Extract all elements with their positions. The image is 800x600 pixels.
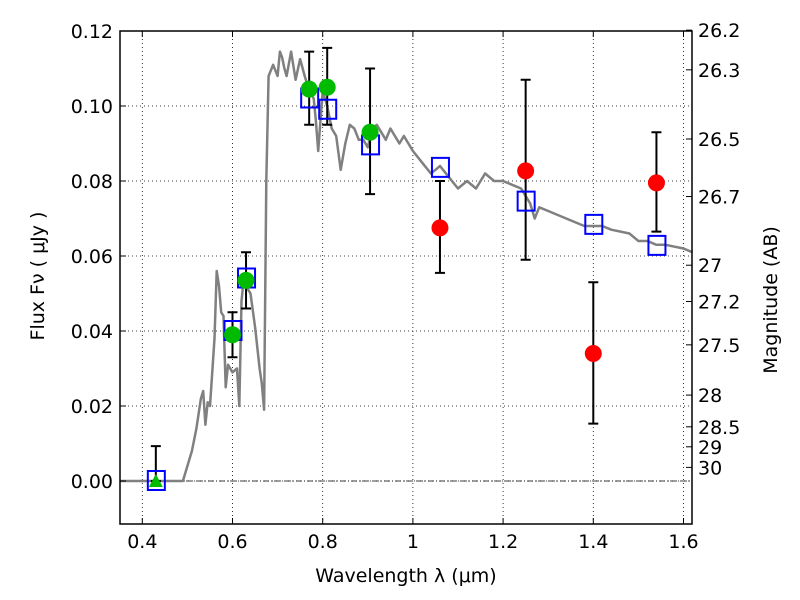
detections-nir-point xyxy=(517,162,535,180)
model-photometry-square xyxy=(318,98,338,120)
y-tick-label: 0.06 xyxy=(71,246,113,268)
detections-nir-point xyxy=(647,174,665,192)
detections-optical-point xyxy=(224,326,241,344)
right-tick-label: 29 xyxy=(698,437,722,459)
right-tick-label: 26.7 xyxy=(698,187,740,209)
plot-frame xyxy=(119,30,693,525)
x-tick-label: 0.6 xyxy=(217,531,247,553)
x-tick-label: 0.8 xyxy=(308,531,338,553)
detections-nir-point xyxy=(431,219,449,237)
x-tick-label: 1 xyxy=(407,531,419,553)
right-axis-label: Magnitude (AB) xyxy=(760,226,782,374)
detections-nir-point xyxy=(584,345,602,362)
grid xyxy=(120,30,692,524)
x-tick-label: 1.2 xyxy=(488,531,518,553)
model-photometry-square xyxy=(516,190,536,212)
y-axis-label: Flux Fν ( μJy ) xyxy=(27,212,49,341)
upper-limit-triangle xyxy=(148,474,163,487)
model-spectrum-line xyxy=(119,50,693,483)
right-tick-label: 26.2 xyxy=(698,20,740,42)
right-tick-label: 27.5 xyxy=(698,335,740,357)
right-tick-label: 27 xyxy=(698,255,722,277)
x-tick-label: 1.6 xyxy=(668,531,698,553)
right-tick-label: 26.3 xyxy=(698,60,740,82)
model-photometry-square xyxy=(584,213,604,235)
detections-optical-point xyxy=(318,78,336,96)
detections-optical-point xyxy=(237,271,255,289)
model-photometry-square xyxy=(146,470,166,491)
plot-area xyxy=(119,46,693,491)
x-tick-label: 0.4 xyxy=(127,531,157,553)
y-tick-label: 0.10 xyxy=(71,96,113,118)
x-axis: 0.4 0.6 0.8 1 1.2 1.4 1.6 xyxy=(127,31,699,553)
x-tick-label: 1.4 xyxy=(578,531,608,553)
y-tick-label: 0.02 xyxy=(71,396,113,418)
y-axis: 0.00 0.02 0.04 0.06 0.08 0.10 0.12 xyxy=(71,21,126,493)
x-axis-label: Wavelength λ (μm) xyxy=(315,565,496,587)
right-tick-label: 28.5 xyxy=(698,417,740,439)
right-tick-label: 30 xyxy=(698,457,722,479)
y-tick-label: 0.08 xyxy=(71,171,113,193)
right-tick-label: 26.5 xyxy=(698,129,740,151)
y-tick-label: 0.04 xyxy=(71,321,113,343)
y-tick-label: 0.00 xyxy=(71,471,113,493)
detections-optical-point xyxy=(361,123,379,141)
detections-optical-point xyxy=(300,80,318,98)
y-tick-label: 0.12 xyxy=(71,21,113,43)
model-photometry-square xyxy=(647,234,667,256)
model-photometry-square xyxy=(430,156,450,178)
right-tick-label: 28 xyxy=(698,385,722,407)
right-tick-label: 27.2 xyxy=(698,292,740,314)
